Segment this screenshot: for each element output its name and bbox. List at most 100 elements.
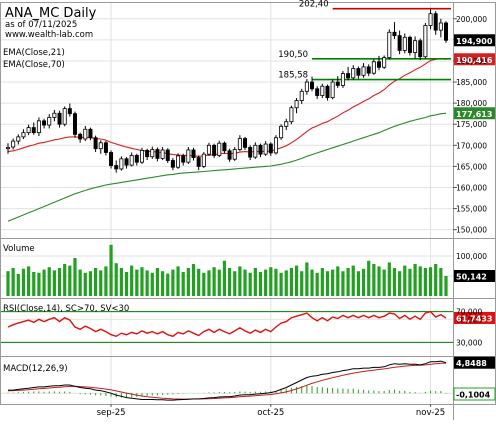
volume-bar	[269, 267, 273, 296]
volume-bar	[42, 269, 46, 296]
rsi-label: RSI(Close,14), SC>70, SV<30	[3, 304, 129, 314]
candle-body	[165, 149, 170, 161]
candle-body	[284, 121, 289, 127]
volume-bar	[377, 266, 381, 296]
volume-bar	[191, 264, 196, 296]
volume-bar	[94, 268, 98, 296]
volume-bar	[341, 271, 345, 296]
series-layer	[1, 7, 453, 401]
candle-body	[413, 40, 418, 53]
candle-body	[222, 142, 227, 152]
x-tick-label: nov-25	[416, 408, 445, 418]
candle-body	[206, 144, 211, 155]
volume-bar	[434, 264, 438, 296]
volume-bar	[336, 266, 340, 296]
rsi-tag-bg	[454, 311, 495, 324]
volume-bar	[52, 270, 56, 296]
site-label: www.wealth-lab.com	[5, 30, 93, 40]
volume-label: Volume	[3, 244, 35, 254]
candle-body	[382, 57, 387, 68]
volume-bar	[21, 268, 26, 296]
candle-body	[304, 81, 309, 92]
candle-body	[129, 155, 134, 166]
ema21-tag: 190,416	[456, 56, 493, 65]
candle-body	[371, 61, 376, 74]
candle-body	[196, 157, 201, 167]
volume-bar	[387, 262, 391, 296]
price-tick-label: 200,000	[456, 15, 487, 24]
volume-bar	[202, 272, 206, 296]
macd-tag: 4,8488	[456, 359, 487, 368]
x-tick-label: sep-25	[97, 408, 126, 418]
volume-tick-label: 100,000	[456, 252, 487, 261]
candle-body	[356, 68, 361, 76]
candle-body	[237, 138, 242, 150]
volume-bar	[197, 268, 201, 296]
candle-body	[351, 68, 356, 79]
candle-body	[186, 149, 191, 163]
price-level-label: 185,58	[278, 71, 308, 81]
macd-hist-tag-bg	[453, 387, 496, 401]
volume-bar	[382, 269, 386, 296]
volume-bar	[423, 268, 427, 296]
candle-body	[26, 127, 31, 134]
volume-bar	[119, 268, 123, 296]
volume-bar	[32, 272, 36, 296]
volume-bar	[346, 268, 350, 296]
volume-tag-bg	[454, 270, 495, 282]
candle-body	[392, 31, 397, 37]
candle-body	[273, 137, 278, 154]
volume-bar	[78, 269, 82, 296]
volume-bar	[160, 271, 165, 296]
candle-body	[361, 66, 366, 76]
candle-body	[160, 149, 165, 159]
candle-body	[31, 127, 36, 134]
volume-bar	[418, 266, 422, 296]
volume-bar	[186, 268, 190, 296]
candle-body	[340, 73, 345, 86]
price-level-label: 190,50	[278, 50, 308, 60]
volume-bar	[413, 264, 417, 296]
ema70-tag: 177,613	[456, 110, 492, 119]
volume-bar	[238, 266, 242, 296]
volume-bar	[258, 272, 263, 296]
candle-body	[212, 144, 217, 156]
candle-body	[114, 165, 119, 170]
volume-bar	[428, 267, 433, 296]
volume-bar	[222, 260, 227, 296]
candle-body	[397, 35, 402, 51]
candle-body	[418, 40, 423, 58]
candle-body	[181, 155, 186, 163]
price-tick-label: 155,000	[456, 205, 487, 214]
candle-body	[6, 147, 10, 150]
volume-bar	[248, 272, 252, 296]
volume-bar	[212, 267, 216, 296]
candle-body	[299, 90, 304, 101]
volume-tick-label: 50,000	[456, 272, 482, 281]
candle-body	[279, 125, 284, 139]
ema70-line	[7, 112, 447, 222]
volume-bar	[11, 268, 15, 296]
candle-body	[57, 112, 62, 125]
volume-bar	[99, 270, 103, 296]
candle-body	[98, 142, 103, 150]
candle-body	[52, 112, 57, 118]
candle-body	[289, 107, 294, 123]
candle-body	[320, 85, 325, 96]
candle-body	[227, 150, 232, 160]
price-tick-label: 180,000	[456, 99, 487, 108]
volume-bar	[367, 260, 371, 296]
volume-bar	[361, 268, 366, 296]
candle-body	[21, 132, 26, 138]
volume-bar	[68, 265, 72, 296]
volume-bar	[325, 271, 330, 296]
volume-bar	[351, 265, 355, 296]
ema21-label: EMA(Close,21)	[3, 48, 65, 58]
candle-body	[191, 149, 196, 158]
volume-bar	[217, 269, 221, 296]
candle-body	[243, 138, 248, 148]
candle-body	[88, 128, 93, 139]
candle-body	[119, 158, 124, 170]
candle-body	[155, 149, 160, 159]
